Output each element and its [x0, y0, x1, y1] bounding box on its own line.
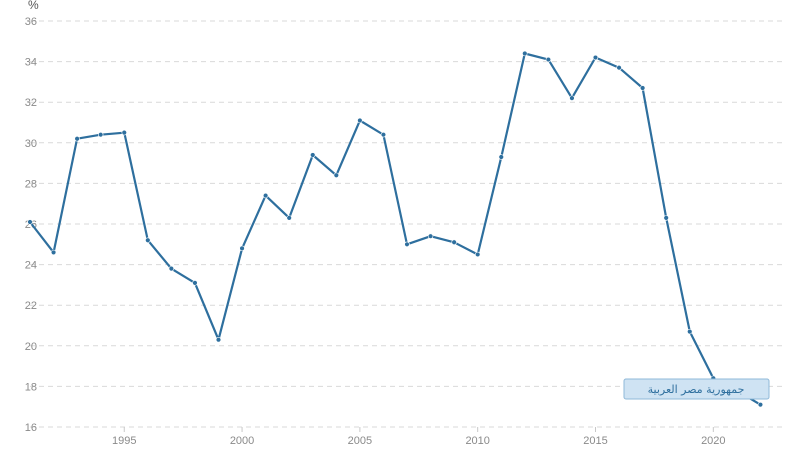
legend-label: جمهورية مصر العربية	[648, 383, 745, 396]
x-tick-label: 2015	[583, 435, 607, 447]
y-tick-label: 22	[25, 300, 37, 312]
x-tick-label: 2000	[230, 435, 254, 447]
data-point[interactable]	[639, 85, 646, 91]
data-point[interactable]	[380, 131, 387, 138]
data-point[interactable]	[74, 136, 80, 142]
x-tick-label: 1995	[112, 435, 136, 447]
data-point[interactable]	[333, 172, 340, 178]
legend-box[interactable]	[623, 378, 770, 400]
data-point[interactable]	[663, 215, 669, 221]
data-point[interactable]	[121, 129, 127, 136]
y-tick-label: 30	[25, 138, 37, 150]
y-tick-label: 32	[25, 97, 37, 109]
y-tick-label: 18	[25, 381, 37, 393]
x-tick-label: 2005	[348, 435, 372, 447]
series-line	[28, 52, 762, 406]
data-point[interactable]	[522, 50, 528, 57]
data-point[interactable]	[27, 219, 33, 225]
legend[interactable]: جمهورية مصر العربية	[623, 378, 770, 400]
x-axis: 1995 2000 2005 2010 2015 2020	[112, 427, 726, 447]
grid-lines	[30, 20, 784, 428]
y-tick-label: 28	[25, 178, 37, 190]
data-point[interactable]	[687, 328, 693, 335]
plot-area	[27, 50, 764, 408]
data-point[interactable]	[215, 337, 222, 343]
data-point[interactable]	[262, 192, 269, 199]
x-tick-label: 2020	[701, 435, 725, 447]
y-tick-label: 16	[25, 422, 37, 434]
x-tick-label: 2010	[465, 435, 489, 447]
data-point[interactable]	[97, 131, 104, 138]
data-point[interactable]	[474, 251, 481, 258]
data-point[interactable]	[310, 152, 316, 158]
data-point[interactable]	[616, 64, 622, 71]
data-point[interactable]	[427, 233, 434, 239]
data-point[interactable]	[757, 401, 764, 408]
data-point[interactable]	[569, 95, 575, 101]
data-point[interactable]	[192, 280, 198, 286]
data-point[interactable]	[239, 245, 245, 252]
data-point[interactable]	[357, 117, 363, 124]
data-point[interactable]	[498, 154, 504, 160]
y-tick-label: 24	[25, 260, 37, 272]
data-point[interactable]	[168, 265, 175, 272]
y-tick-label: 36	[25, 16, 37, 28]
data-point[interactable]	[145, 237, 151, 243]
data-point[interactable]	[545, 56, 552, 63]
data-point[interactable]	[592, 54, 599, 61]
y-tick-label: 34	[25, 57, 37, 69]
data-point[interactable]	[404, 241, 410, 248]
data-point[interactable]	[451, 239, 457, 245]
data-point[interactable]	[50, 249, 57, 256]
y-tick-label: 20	[25, 341, 37, 353]
data-point[interactable]	[286, 215, 292, 221]
y-axis-unit: %	[28, 0, 39, 12]
